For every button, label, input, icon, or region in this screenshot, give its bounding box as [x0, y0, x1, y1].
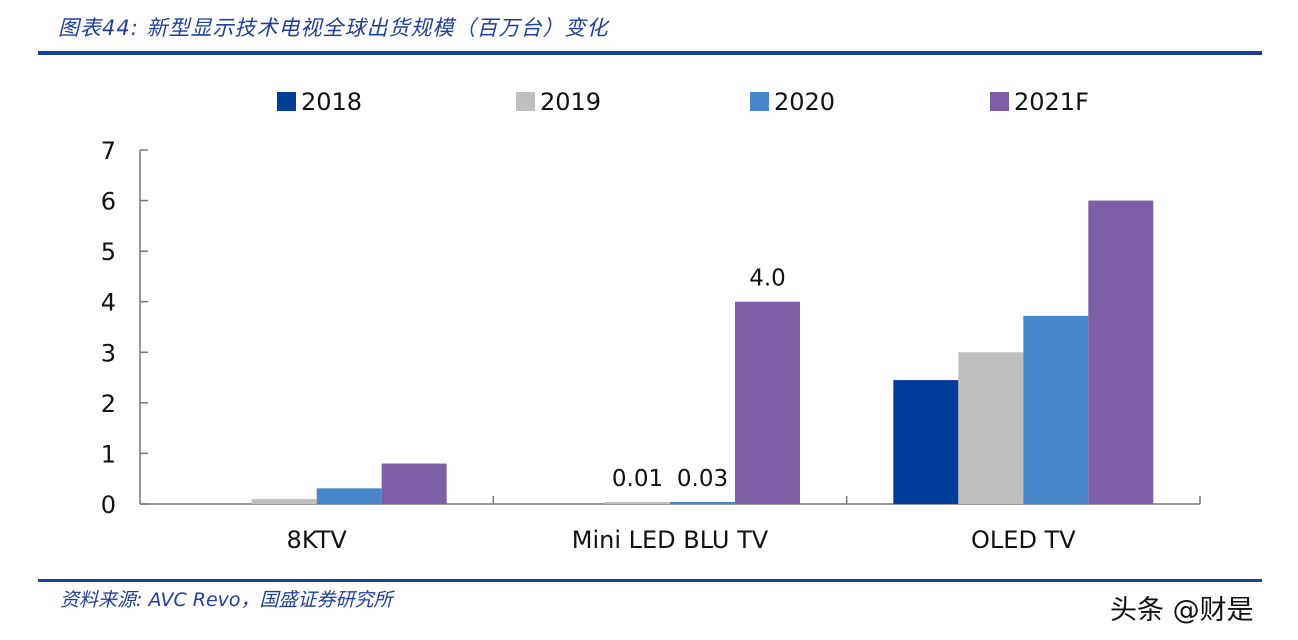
bar-2021F-8KTV	[381, 463, 447, 504]
legend-swatch-2020	[750, 92, 769, 111]
bar-2018-OLED-TV	[893, 380, 959, 504]
bar-2019-Mini-LED-BLU-TV	[605, 502, 670, 504]
bar-2020-OLED-TV	[1023, 315, 1089, 504]
y-tick-label: 2	[101, 390, 116, 418]
legend-label-2021F: 2021F	[1014, 88, 1089, 116]
figure-title: 图表44: 新型显示技术电视全球出货规模（百万台）变化	[58, 16, 609, 40]
legend-label-2020: 2020	[774, 88, 835, 116]
legend-label-2018: 2018	[301, 88, 362, 116]
y-tick-label: 6	[101, 188, 116, 216]
bar-2020-8KTV	[316, 488, 382, 504]
data-label: 0.03	[677, 466, 728, 492]
bottom-rule	[38, 579, 1262, 582]
top-rule	[38, 51, 1262, 55]
y-tick-label: 3	[101, 339, 116, 367]
bar-2021F-Mini-LED-BLU-TV	[735, 301, 800, 504]
x-category-label: 8KTV	[287, 526, 348, 554]
data-label: 0.01	[612, 466, 663, 492]
data-label: 4.0	[749, 266, 786, 292]
y-tick-label: 4	[101, 289, 116, 317]
bar-2020-Mini-LED-BLU-TV	[670, 502, 735, 504]
legend-swatch-2021F	[990, 92, 1009, 111]
bar-2019-8KTV	[251, 498, 317, 504]
x-category-label: OLED TV	[971, 526, 1076, 554]
x-category-label: Mini LED BLU TV	[572, 526, 769, 554]
y-tick-label: 0	[101, 491, 116, 519]
y-tick-label: 1	[101, 440, 116, 468]
legend-swatch-2019	[516, 92, 535, 111]
source-note: 资料来源: AVC Revo，国盛证券研究所	[60, 589, 393, 611]
watermark: 头条 @财是	[1110, 595, 1254, 626]
bar-2021F-OLED-TV	[1088, 200, 1154, 505]
y-tick-label: 5	[101, 238, 116, 266]
y-tick-label: 7	[101, 137, 116, 165]
legend-label-2019: 2019	[540, 88, 601, 116]
bar-2019-OLED-TV	[958, 352, 1024, 504]
legend-swatch-2018	[277, 92, 296, 111]
